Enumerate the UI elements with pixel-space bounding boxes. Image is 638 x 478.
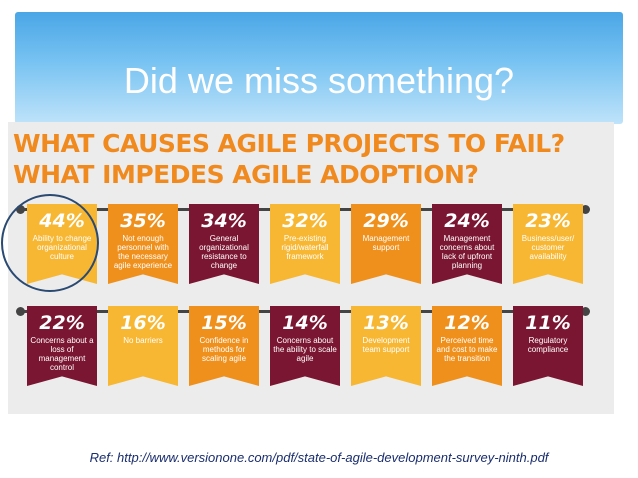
banner-2-2: 16% No barriers (108, 306, 178, 386)
banner-value: 22% (39, 312, 85, 334)
banner-1-2: 35% Not enough personnel with the necessa… (108, 204, 178, 284)
banner-value: 23% (525, 210, 571, 232)
banner-label: Not enough personnel with the necessary … (113, 234, 173, 270)
banner-label: Management support (362, 234, 410, 252)
banner-value: 13% (363, 312, 409, 334)
banner-1-7: 23% Business/user/ customer availability (513, 204, 583, 284)
chart-title-line-1: WHAT CAUSES AGILE PROJECTS TO FAIL? (13, 129, 565, 158)
banner-label: No barriers (123, 336, 163, 345)
chart-title-line-2: WHAT IMPEDES AGILE ADOPTION? (13, 160, 479, 189)
banner-1-5: 29% Management support (351, 204, 421, 284)
banner-2-5: 13% Development team support (351, 306, 421, 386)
banner-label: Regulatory compliance (527, 336, 569, 354)
banner-1-4: 32% Pre-existing rigid/waterfall framewor… (270, 204, 340, 284)
slide-title: Did we miss something? (123, 60, 515, 101)
banner-value: 15% (201, 312, 247, 334)
banner-1-3: 34% General organizational resistance to … (189, 204, 259, 284)
banner-label: Concerns about the ability to scale agil… (273, 336, 337, 363)
banner-value: 34% (201, 210, 247, 232)
banner-1-6: 24% Management concerns about lack of upf… (432, 204, 502, 284)
banner-value: 12% (444, 312, 490, 334)
banner-label: Pre-existing rigid/waterfall framework (281, 234, 329, 261)
banner-2-6: 12% Perceived time and cost to make the t… (432, 306, 502, 386)
banner-value: 16% (120, 312, 166, 334)
banner-label: Concerns about a loss of management cont… (30, 336, 94, 372)
banner-2-4: 14% Concerns about the ability to scale a… (270, 306, 340, 386)
banner-value: 24% (444, 210, 490, 232)
banner-value: 11% (525, 312, 571, 334)
banner-row-1: 44% Ability to change organizational cult… (27, 204, 587, 284)
chart-title: WHAT CAUSES AGILE PROJECTS TO FAIL? WHAT… (13, 128, 633, 190)
highlight-circle (1, 194, 99, 292)
banner-label: Confidence in methods for scaling agile (199, 336, 249, 363)
banner-value: 29% (363, 210, 409, 232)
reference-text: Ref: http://www.versionone.com/pdf/state… (89, 450, 549, 465)
banner-value: 32% (282, 210, 328, 232)
banner-label: Development team support (362, 336, 410, 354)
banner-label: Management concerns about lack of upfron… (439, 234, 495, 270)
banner-2-3: 15% Confidence in methods for scaling agi… (189, 306, 259, 386)
banner-value: 35% (120, 210, 166, 232)
banner-value: 14% (282, 312, 328, 334)
banner-label: Perceived time and cost to make the tran… (436, 336, 498, 363)
title-banner: Did we miss something? (15, 12, 623, 124)
banner-row-2: 22% Concerns about a loss of management c… (27, 306, 587, 386)
banner-2-1: 22% Concerns about a loss of management c… (27, 306, 97, 386)
banner-label: General organizational resistance to cha… (199, 234, 249, 270)
banner-2-7: 11% Regulatory compliance (513, 306, 583, 386)
banner-label: Business/user/ customer availability (521, 234, 575, 261)
